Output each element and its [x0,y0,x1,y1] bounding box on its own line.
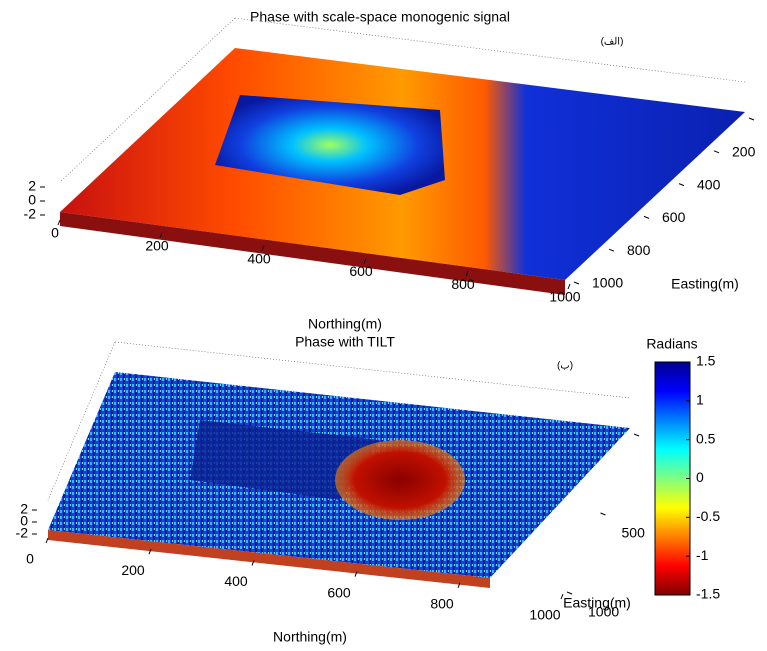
x-tick-label: 0 [51,225,59,241]
z-tick-label: 2 [20,501,28,517]
z-tick-label: -2 [24,206,37,222]
x-tick-label: 400 [247,250,271,266]
y-tick [601,513,606,515]
z-tick-label: 2 [28,178,36,194]
colorbar [655,362,690,595]
y-tick-label: 800 [627,242,651,258]
surface-1 [60,48,745,295]
colorbar-tick-label: -1 [696,547,709,563]
title: Phase with TILT [295,334,395,350]
x-tick-label: 200 [145,238,169,254]
y-tick-label: 500 [622,525,646,541]
panel-label: (ب) [557,361,573,372]
x-tick-label: 400 [224,573,248,589]
x-axis-label: Northing(m) [308,316,382,332]
colorbar-label: Radians [646,336,697,352]
y-tick [609,249,614,251]
colorbar-tick-label: 1.5 [696,353,716,369]
title: Phase with scale-space monogenic signal [250,9,510,25]
x-tick-label: 1000 [529,607,560,623]
y-tick [634,434,639,436]
colorbar-tick-label: 0 [696,469,704,485]
y-tick-label: 600 [662,209,686,225]
y-tick [714,151,719,153]
y-tick [574,282,579,284]
colorbar-tick-label: 1 [696,392,704,408]
y-axis-label: Easting(m) [671,276,739,292]
y-tick-label: 200 [732,144,756,160]
x-tick-label: 1000 [549,289,580,305]
x-tick-label: 0 [26,551,34,567]
colorbar-tick-label: -1.5 [696,586,720,602]
x-tick-label: 600 [327,584,351,600]
y-tick-label: 400 [697,176,721,192]
y-tick-label: 1000 [592,275,623,291]
x-tick [46,538,48,543]
z-tick-label: 0 [28,192,36,208]
y-tick [749,118,754,120]
x-tick-label: 800 [451,276,475,292]
y-tick [679,184,684,186]
panel-label: (الف) [601,37,624,48]
figure: Phase with scale-space monogenic signal … [0,0,767,651]
x-tick-label: 600 [349,263,373,279]
surface-2 [48,372,630,588]
colorbar-tick-label: 0.5 [696,430,716,446]
x-tick-label: 800 [430,596,454,612]
x-axis-label: Northing(m) [273,629,347,645]
y-tick [644,216,649,218]
y-tick-label: 1000 [588,604,619,620]
x-tick-label: 200 [121,562,145,578]
colorbar-tick-label: -0.5 [696,508,720,524]
y-tick [567,592,572,594]
